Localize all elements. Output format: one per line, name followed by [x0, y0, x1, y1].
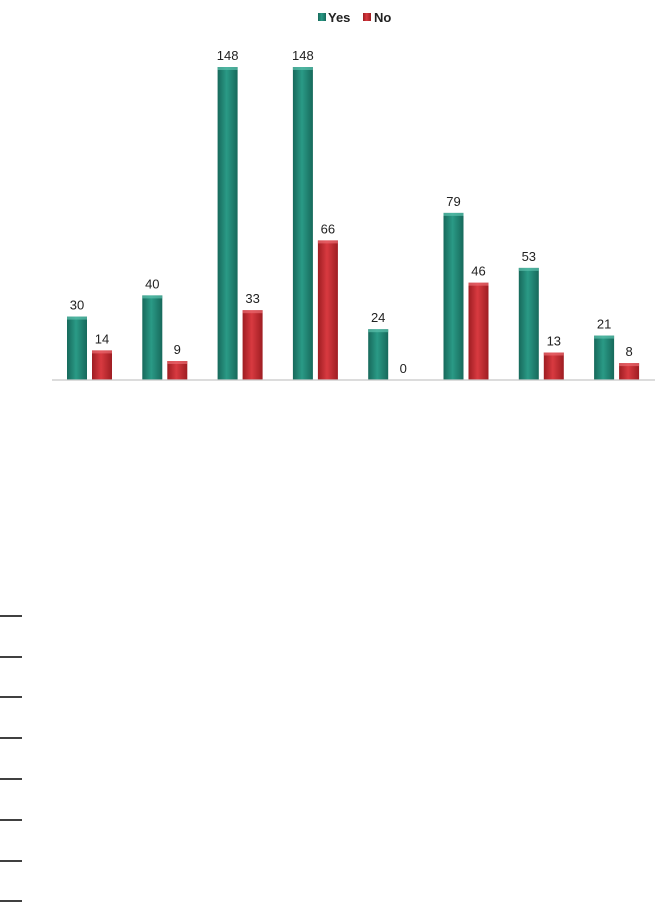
bar-no-3	[242, 310, 263, 380]
legend-item-no: No	[363, 10, 391, 25]
bar-cap-yes-6	[443, 212, 464, 216]
legend-swatch-yes	[318, 13, 326, 21]
bar-no-7	[543, 352, 564, 380]
bar-cap-yes-4	[292, 67, 313, 70]
data-label-yes-4: 148	[292, 48, 314, 63]
data-label-yes-7: 53	[522, 249, 536, 264]
bar-no-4	[317, 240, 338, 380]
data-label-yes-1: 30	[70, 298, 84, 313]
data-label-no-3: 33	[245, 291, 259, 306]
bar-cap-no-1	[92, 350, 112, 354]
bars-group	[67, 67, 640, 380]
bar-yes-2	[142, 295, 163, 380]
bar-cap-yes-1	[67, 316, 87, 320]
data-labels-group: 30 40 148 148 24 79 53 21 14 9 33 66 0 46 13 8	[70, 48, 633, 376]
data-label-no-7: 13	[547, 334, 561, 349]
bar-cap-no-8	[619, 363, 640, 367]
bar-cap-no-6	[468, 282, 489, 286]
data-label-no-5: 0	[400, 361, 407, 376]
data-label-yes-8: 21	[597, 317, 611, 332]
legend-label-yes: Yes	[328, 10, 350, 25]
bar-cap-yes-3	[217, 67, 238, 70]
bar-cap-yes-8	[594, 335, 615, 339]
data-label-yes-2: 40	[145, 276, 159, 291]
bar-cap-yes-7	[518, 267, 539, 271]
data-label-no-8: 8	[625, 344, 632, 359]
data-label-yes-6: 79	[446, 194, 460, 209]
data-label-yes-3: 148	[217, 48, 239, 63]
bar-cap-no-2	[167, 361, 188, 364]
bar-no-6	[468, 282, 489, 380]
bar-cap-no-3	[242, 310, 263, 314]
bar-no-1	[92, 350, 112, 380]
bar-no-2	[167, 361, 188, 380]
data-label-no-6: 46	[471, 264, 485, 279]
bar-yes-4	[292, 67, 313, 380]
legend: Yes No	[318, 10, 391, 25]
bar-yes-3	[217, 67, 238, 380]
legend-swatch-no	[363, 13, 371, 21]
bar-cap-no-7	[543, 352, 564, 356]
bar-yes-7	[518, 267, 539, 380]
bar-yes-5	[368, 329, 389, 380]
data-label-no-2: 9	[174, 342, 181, 357]
bar-cap-yes-5	[368, 329, 389, 333]
bar-no-8	[619, 363, 640, 380]
bar-cap-no-4	[317, 240, 338, 244]
data-label-no-1: 14	[95, 331, 109, 346]
lower-left-marks	[0, 615, 22, 902]
data-label-yes-5: 24	[371, 310, 385, 325]
data-label-no-4: 66	[321, 221, 335, 236]
bar-yes-1	[67, 316, 87, 380]
legend-label-no: No	[374, 10, 391, 25]
bar-cap-yes-2	[142, 295, 163, 299]
bar-yes-6	[443, 212, 464, 380]
bar-yes-8	[594, 335, 615, 380]
legend-item-yes: Yes	[318, 10, 350, 25]
